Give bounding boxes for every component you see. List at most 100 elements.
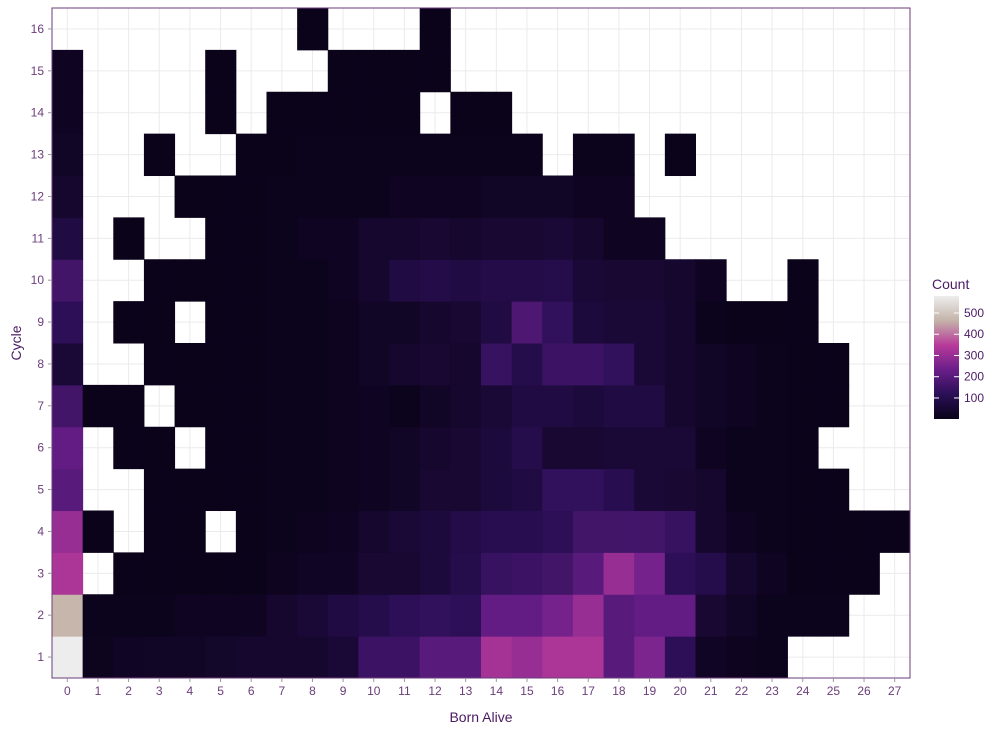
heatmap-cell: [756, 426, 788, 470]
heatmap-cell: [297, 468, 329, 512]
x-tick-label: 18: [612, 684, 626, 698]
heatmap-cell: [358, 468, 390, 512]
y-tick-label: 10: [31, 273, 45, 287]
heatmap-cell: [787, 510, 819, 553]
heatmap-cell: [419, 552, 451, 595]
heatmap-cell: [297, 175, 329, 218]
legend-colorbar: [934, 296, 959, 419]
heatmap-cell: [205, 468, 237, 512]
heatmap-cell: [327, 91, 359, 135]
heatmap-cell: [726, 343, 758, 386]
heatmap-cell: [542, 301, 574, 344]
y-tick-label: 12: [31, 189, 45, 203]
x-tick-label: 23: [765, 684, 779, 698]
heatmap-cell: [787, 594, 819, 637]
legend-title: Count: [932, 276, 969, 292]
heatmap-cell: [52, 594, 84, 637]
heatmap-cell: [726, 552, 758, 595]
heatmap-cell: [358, 259, 390, 302]
heatmap-cell: [297, 343, 329, 386]
x-tick-label: 13: [459, 684, 473, 698]
x-tick-label: 12: [428, 684, 442, 698]
heatmap-cell: [266, 426, 298, 470]
heatmap-cell: [389, 175, 421, 218]
heatmap-cell: [297, 259, 329, 302]
heatmap-cell: [358, 91, 390, 135]
heatmap-cell: [266, 594, 298, 637]
heatmap-cell: [143, 259, 176, 302]
x-tick-label: 5: [217, 684, 224, 698]
heatmap-cell: [419, 510, 451, 553]
x-tick-label: 26: [857, 684, 871, 698]
x-tick-label: 3: [156, 684, 163, 698]
heatmap-cell: [787, 301, 819, 344]
heatmap-cell: [481, 175, 513, 218]
heatmap-cell: [266, 510, 298, 553]
heatmap-cell: [695, 384, 727, 428]
heatmap-cell: [481, 594, 513, 637]
heatmap-cell: [327, 343, 359, 386]
heatmap-cell: [389, 49, 421, 93]
heatmap-cell: [82, 594, 114, 637]
heatmap-cell: [787, 343, 819, 386]
heatmap-cell: [297, 384, 329, 428]
heatmap-cell: [542, 510, 574, 553]
heatmap-cell: [266, 259, 298, 302]
heatmap-cell: [511, 426, 543, 470]
heatmap-cell: [695, 259, 727, 302]
x-tick-label: 17: [582, 684, 596, 698]
heatmap-cell: [82, 636, 114, 679]
heatmap-cell: [266, 175, 298, 218]
heatmap-cell: [542, 384, 574, 428]
plot-panel: [51, 7, 911, 679]
heatmap-cell: [818, 552, 850, 595]
heatmap-cell: [695, 468, 727, 512]
heatmap-cell: [297, 636, 329, 679]
heatmap-cell: [358, 133, 390, 177]
heatmap-cell: [297, 91, 329, 135]
heatmap-cell: [450, 91, 482, 135]
heatmap-cell: [174, 468, 206, 512]
heatmap-cell: [695, 343, 727, 386]
heatmap-cell: [358, 426, 390, 470]
heatmap-cell: [266, 343, 298, 386]
heatmap-cell: [327, 217, 359, 260]
heatmap-cell: [327, 594, 359, 637]
heatmap-cell: [82, 510, 114, 553]
heatmap-cell: [572, 301, 605, 344]
heatmap-cell: [450, 301, 482, 344]
legend-tick-label: 100: [964, 391, 984, 405]
heatmap-cell: [818, 343, 850, 386]
heatmap-cell: [481, 301, 513, 344]
heatmap-cell: [419, 301, 451, 344]
heatmap-cell: [235, 259, 267, 302]
x-tick-label: 9: [340, 684, 347, 698]
heatmap-cells: [52, 8, 911, 679]
heatmap-cell: [481, 259, 513, 302]
heatmap-cell: [511, 636, 543, 679]
heatmap-cell: [818, 510, 850, 553]
heatmap-cell: [572, 343, 605, 386]
heatmap-cell: [603, 552, 635, 595]
heatmap-cell: [450, 384, 482, 428]
heatmap-cell: [634, 384, 666, 428]
heatmap-cell: [205, 175, 237, 218]
heatmap-cell: [389, 301, 421, 344]
heatmap-cell: [327, 384, 359, 428]
heatmap-cell: [327, 552, 359, 595]
heatmap-cell: [235, 594, 267, 637]
heatmap-cell: [52, 259, 84, 302]
x-tick-label: 0: [64, 684, 71, 698]
heatmap-cell: [634, 426, 666, 470]
heatmap-cell: [358, 343, 390, 386]
y-tick-label: 8: [37, 357, 44, 371]
heatmap-cell: [726, 426, 758, 470]
heatmap-cell: [113, 217, 145, 260]
heatmap-cell: [450, 217, 482, 260]
heatmap-cell: [542, 259, 574, 302]
heatmap-cell: [481, 636, 513, 679]
heatmap-cell: [511, 552, 543, 595]
heatmap-cell: [481, 217, 513, 260]
heatmap-cell: [205, 343, 237, 386]
y-tick-label: 1: [37, 650, 44, 664]
